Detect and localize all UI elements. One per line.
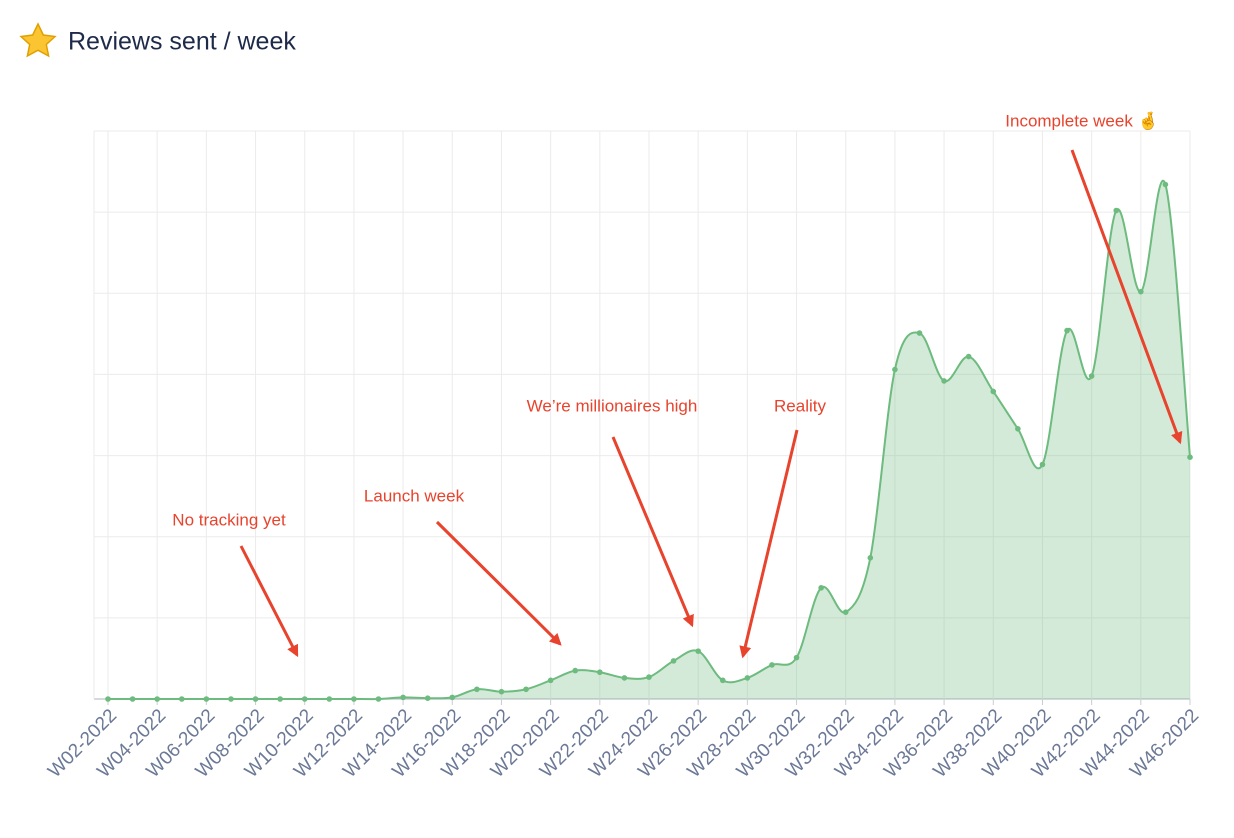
annotation-arrow: [239, 545, 299, 658]
annotation-arrow: [435, 520, 562, 646]
point: [818, 585, 824, 591]
point: [769, 662, 775, 668]
point: [400, 694, 406, 701]
point: [1113, 207, 1120, 214]
chart-title: Reviews sent / week: [68, 28, 296, 56]
point: [670, 658, 677, 664]
point: [203, 696, 210, 702]
title-icon: [19, 22, 57, 58]
point: [572, 667, 579, 674]
point: [842, 609, 849, 615]
point: [105, 696, 111, 702]
point: [597, 669, 603, 676]
point: [277, 696, 283, 702]
point: [449, 694, 456, 701]
area: [108, 180, 1190, 700]
point: [965, 353, 972, 360]
point: [646, 674, 652, 680]
point: [474, 686, 480, 693]
point: [916, 330, 923, 336]
point: [129, 696, 136, 702]
point: [695, 648, 701, 654]
point: [621, 675, 628, 681]
point: [867, 555, 874, 561]
point: [1039, 461, 1046, 468]
annotation-arrow: [1070, 149, 1183, 445]
point: [1138, 288, 1144, 295]
point: [1162, 181, 1169, 188]
point: [941, 378, 947, 384]
point: [744, 675, 751, 681]
point: [228, 696, 234, 702]
point: [1015, 425, 1021, 432]
point: [547, 677, 554, 684]
point: [1187, 454, 1193, 460]
point: [154, 696, 160, 702]
point: [424, 695, 431, 701]
annotation-arrow: [611, 436, 694, 628]
plot: [105, 179, 1193, 702]
point: [1064, 327, 1070, 334]
annotation: Launch week: [364, 486, 465, 505]
point: [375, 696, 382, 702]
point: [326, 696, 333, 702]
annotation: We’re millionaires high: [527, 396, 698, 415]
point: [178, 696, 185, 702]
point: [252, 696, 259, 702]
point: [1088, 373, 1095, 379]
point: [523, 686, 529, 693]
point: [793, 654, 800, 661]
point: [990, 388, 997, 395]
annotation: No tracking yet: [172, 510, 286, 529]
point: [498, 688, 505, 695]
point: [301, 696, 308, 702]
annotation: Incomplete week 🤞: [1005, 110, 1158, 131]
point: [351, 696, 357, 702]
point: [719, 677, 726, 684]
annotation: Reality: [774, 396, 826, 415]
annotation-arrow: [739, 429, 799, 659]
point: [892, 366, 898, 373]
